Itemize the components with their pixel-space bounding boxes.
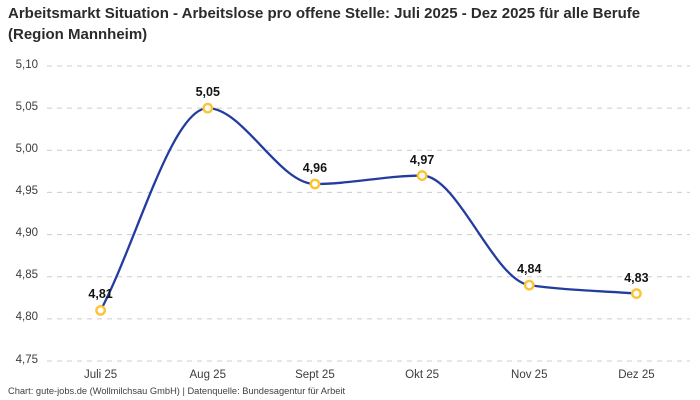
data-point-marker xyxy=(95,305,106,316)
data-point-marker xyxy=(631,288,642,299)
chart-title: Arbeitsmarkt Situation - Arbeitslose pro… xyxy=(8,5,641,43)
data-point-marker xyxy=(416,170,428,181)
data-point-marker xyxy=(202,102,214,114)
data-point-marker xyxy=(309,178,321,190)
data-point-marker xyxy=(523,279,535,291)
data-line xyxy=(99,106,638,312)
chart-source-attribution: Chart: gute-jobs.de (Wollmilchsau GmbH) … xyxy=(8,386,346,396)
